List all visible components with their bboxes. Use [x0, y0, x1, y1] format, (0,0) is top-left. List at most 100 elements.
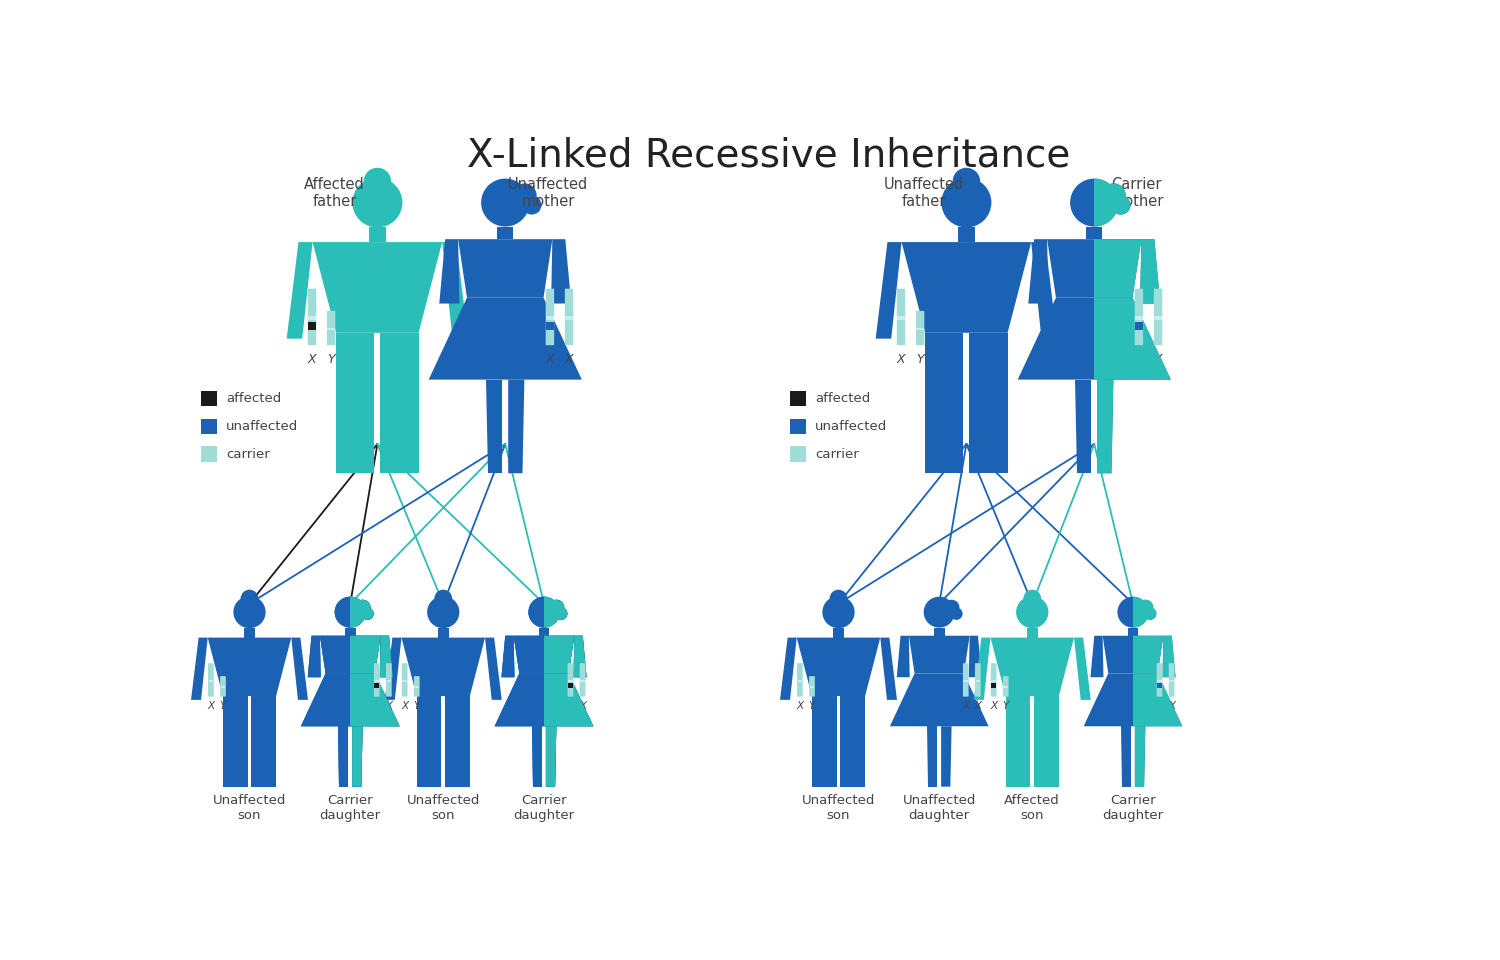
Bar — [1170, 680, 1174, 682]
Polygon shape — [1083, 674, 1182, 727]
Bar — [309, 317, 315, 321]
Circle shape — [555, 608, 567, 620]
Text: X: X — [400, 701, 408, 711]
Bar — [963, 680, 968, 682]
Circle shape — [356, 600, 370, 615]
Bar — [546, 317, 554, 321]
Circle shape — [549, 600, 564, 615]
Polygon shape — [909, 636, 969, 674]
Text: unaffected: unaffected — [816, 420, 888, 433]
FancyBboxPatch shape — [567, 663, 573, 697]
Polygon shape — [352, 727, 363, 786]
Circle shape — [513, 183, 537, 207]
Circle shape — [334, 597, 366, 628]
Text: affected: affected — [226, 392, 282, 405]
Text: X: X — [207, 701, 214, 711]
Polygon shape — [308, 636, 321, 677]
Text: Y: Y — [220, 701, 226, 711]
Polygon shape — [1136, 727, 1146, 786]
Polygon shape — [573, 636, 586, 677]
FancyBboxPatch shape — [546, 289, 554, 346]
Bar — [544, 583, 660, 802]
Text: Y: Y — [1002, 701, 1010, 711]
Polygon shape — [1034, 696, 1059, 786]
Bar — [1004, 686, 1008, 687]
Circle shape — [435, 589, 451, 608]
Bar — [220, 686, 225, 687]
Text: X: X — [579, 701, 586, 711]
Text: Unaffected
son: Unaffected son — [406, 794, 480, 823]
Circle shape — [555, 608, 567, 620]
Polygon shape — [302, 674, 399, 727]
Circle shape — [528, 597, 560, 628]
Text: X: X — [374, 701, 381, 711]
FancyBboxPatch shape — [220, 676, 226, 697]
Polygon shape — [513, 636, 574, 674]
Bar — [810, 686, 814, 687]
Polygon shape — [495, 674, 594, 727]
Text: X: X — [567, 701, 574, 711]
Text: Carrier
daughter: Carrier daughter — [1102, 794, 1164, 823]
Bar — [201, 446, 217, 462]
FancyBboxPatch shape — [1156, 663, 1162, 697]
FancyBboxPatch shape — [897, 289, 904, 346]
Circle shape — [952, 168, 980, 195]
Polygon shape — [1090, 636, 1104, 677]
Bar — [345, 628, 355, 636]
Bar — [798, 680, 802, 682]
Text: Unaffected
son: Unaffected son — [802, 794, 874, 823]
Bar — [1155, 317, 1162, 321]
FancyBboxPatch shape — [808, 676, 814, 697]
Circle shape — [522, 196, 542, 215]
Circle shape — [334, 597, 366, 628]
Bar — [538, 628, 549, 636]
Bar — [309, 323, 315, 330]
Polygon shape — [1120, 727, 1131, 786]
Circle shape — [528, 597, 560, 628]
Bar — [1086, 227, 1102, 239]
Polygon shape — [1005, 696, 1031, 786]
Polygon shape — [1076, 379, 1092, 473]
Circle shape — [1144, 608, 1156, 620]
Circle shape — [482, 179, 530, 227]
Text: X: X — [975, 701, 981, 711]
Circle shape — [427, 596, 459, 628]
Polygon shape — [486, 379, 502, 473]
Bar — [350, 583, 466, 802]
Bar — [345, 628, 355, 636]
Polygon shape — [513, 636, 574, 674]
FancyBboxPatch shape — [916, 311, 924, 346]
Text: X: X — [546, 353, 554, 366]
FancyBboxPatch shape — [975, 663, 981, 697]
Polygon shape — [302, 674, 399, 727]
Bar — [327, 327, 334, 330]
Circle shape — [549, 600, 564, 615]
Circle shape — [1144, 608, 1156, 620]
Polygon shape — [320, 636, 381, 674]
FancyBboxPatch shape — [308, 289, 316, 346]
Circle shape — [528, 597, 560, 628]
Polygon shape — [320, 636, 381, 674]
Polygon shape — [780, 637, 796, 700]
Polygon shape — [969, 333, 1008, 473]
Polygon shape — [1162, 636, 1176, 677]
Bar — [566, 317, 573, 321]
Polygon shape — [1096, 379, 1113, 473]
Text: Carrier
daughter: Carrier daughter — [320, 794, 381, 823]
Polygon shape — [974, 637, 990, 700]
Polygon shape — [308, 636, 321, 677]
Polygon shape — [429, 298, 582, 379]
Polygon shape — [902, 242, 1030, 333]
Text: Carrier
daughter: Carrier daughter — [513, 794, 574, 823]
Polygon shape — [252, 696, 276, 786]
Text: Unaffected
father: Unaffected father — [884, 177, 965, 209]
Polygon shape — [1017, 298, 1172, 379]
Bar — [580, 680, 585, 682]
Circle shape — [1101, 183, 1125, 207]
Circle shape — [334, 597, 366, 628]
Circle shape — [549, 600, 564, 615]
Text: Carrier
mother: Carrier mother — [1110, 177, 1164, 209]
Bar — [1128, 628, 1138, 636]
Circle shape — [528, 597, 560, 628]
Circle shape — [1118, 597, 1149, 628]
